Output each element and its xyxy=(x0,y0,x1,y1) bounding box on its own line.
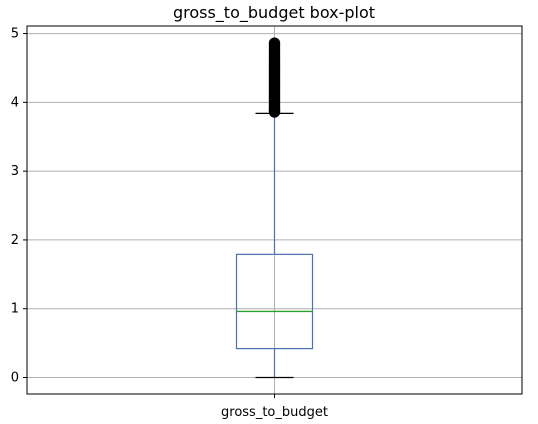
outlier-point-32 xyxy=(268,37,281,49)
x-tick-label-0: gross_to_budget xyxy=(221,405,328,420)
boxplot-series xyxy=(235,37,314,379)
chart-title: gross_to_budget box-plot xyxy=(173,3,375,23)
x-axis: gross_to_budget xyxy=(221,394,328,420)
y-tick-label-5: 5 xyxy=(11,27,19,42)
y-tick-label-0: 0 xyxy=(11,370,19,385)
y-tick-label-4: 4 xyxy=(11,95,19,110)
y-tick-label-2: 2 xyxy=(11,233,19,248)
y-tick-label-1: 1 xyxy=(11,302,19,317)
y-axis: 0 1 2 3 4 5 xyxy=(11,27,27,385)
iqr-box xyxy=(235,253,314,350)
y-tick-label-3: 3 xyxy=(11,164,19,179)
